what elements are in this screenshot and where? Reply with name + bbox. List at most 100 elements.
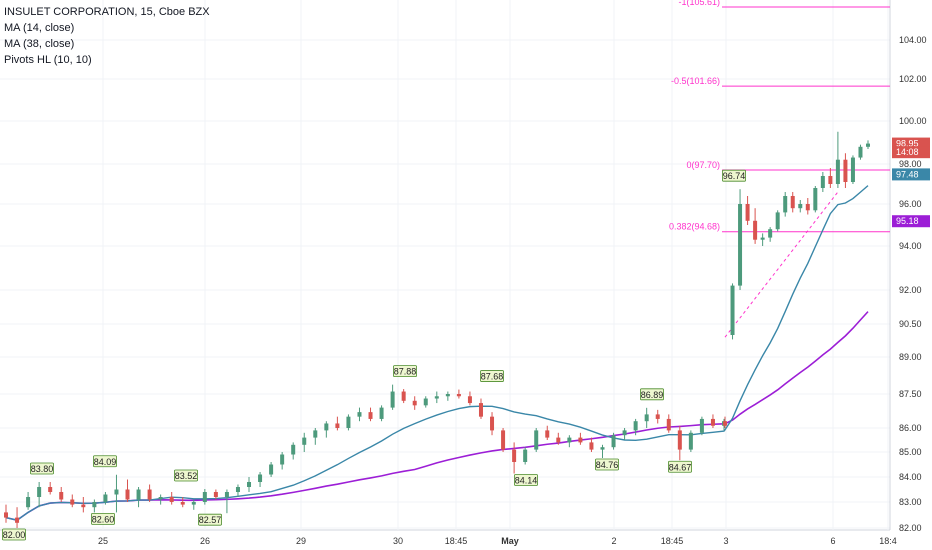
candle-body <box>534 430 539 450</box>
candle-body <box>224 492 229 497</box>
legend-title[interactable]: INSULET CORPORATION, 15, Cboe BZX <box>4 6 210 18</box>
y-tick-label: 87.50 <box>899 389 922 399</box>
candle-body <box>677 430 682 450</box>
candle-body <box>611 435 616 448</box>
pivot-label: 83.80 <box>31 464 54 474</box>
candle-body <box>103 494 108 502</box>
candle-body <box>456 394 461 397</box>
y-tick-label: 96.00 <box>899 199 922 209</box>
x-tick-label: 18:45 <box>445 536 468 546</box>
candle-body <box>813 188 818 211</box>
pivot-label-box <box>595 458 619 471</box>
pivot-label-box <box>198 513 222 526</box>
pivot-label: 96.74 <box>723 171 746 181</box>
candle-body <box>545 430 550 438</box>
candle-body <box>850 157 855 182</box>
y-tick-label: 90.50 <box>899 319 922 329</box>
candle-body <box>760 237 765 240</box>
y-tick-label: 100.00 <box>899 116 927 126</box>
candle-body <box>434 396 439 399</box>
x-tick-label: 3 <box>723 536 728 546</box>
y-tick-label: 89.00 <box>899 352 922 362</box>
pivot-label: 84.14 <box>515 476 538 486</box>
candle-body <box>235 487 240 492</box>
fib-label: -0.5(101.66) <box>671 76 720 86</box>
y-tick-label: 92.00 <box>899 285 922 295</box>
candle-body <box>753 220 758 240</box>
candle-body <box>501 430 506 450</box>
pivot-label-box <box>30 462 54 475</box>
pivot-label-box <box>514 474 538 486</box>
candle-body <box>213 492 218 497</box>
pivot-label: 84.76 <box>596 460 619 470</box>
candle-body <box>633 421 638 431</box>
pivot-label: 84.67 <box>669 462 692 472</box>
candle-body <box>556 437 561 443</box>
x-tick-label: 6 <box>830 536 835 546</box>
candle-body <box>858 146 863 158</box>
candle-body <box>291 444 296 455</box>
candle-body <box>379 407 384 419</box>
fib-label: 0.382(94.68) <box>669 222 720 232</box>
candle-body <box>790 196 795 209</box>
price-tag <box>892 168 930 181</box>
candle-body <box>136 489 141 500</box>
candle-body <box>324 423 329 431</box>
pivot-label-box <box>480 370 504 382</box>
legend-pivots[interactable]: Pivots HL (10, 10) <box>4 54 92 66</box>
x-tick-label: 2 <box>611 536 616 546</box>
x-tick-label: 25 <box>98 536 108 546</box>
candle-body <box>125 489 130 500</box>
candle-body <box>346 416 351 428</box>
pivot-label: 82.60 <box>92 514 115 524</box>
y-tick-label: 94.00 <box>899 241 922 251</box>
candle-body <box>59 492 64 500</box>
candle-body <box>723 421 727 426</box>
candle-body <box>655 414 660 419</box>
candle-body <box>666 418 671 431</box>
candle-body <box>866 143 870 147</box>
y-tick-label: 98.00 <box>899 159 922 169</box>
pivot-label-box <box>640 388 664 401</box>
candle-body <box>589 442 594 450</box>
candle-body <box>644 414 649 422</box>
candle-body <box>783 196 788 213</box>
candle-body <box>798 204 803 209</box>
candle-body <box>335 423 340 428</box>
candle-body <box>92 502 97 508</box>
candle-body <box>4 512 8 518</box>
price-tag <box>892 215 930 228</box>
candle-body <box>390 391 395 408</box>
pivot-label: 84.09 <box>94 457 117 467</box>
candle-body <box>313 430 318 438</box>
candle-body <box>401 391 406 401</box>
y-tick-label: 83.00 <box>899 497 922 507</box>
candle-body <box>81 504 86 508</box>
legend-ma38[interactable]: MA (38, close) <box>4 38 75 50</box>
candle-body <box>280 454 285 465</box>
price-tag-label: 95.18 <box>896 216 919 226</box>
legend-ma14[interactable]: MA (14, close) <box>4 22 75 34</box>
y-tick-label: 84.00 <box>899 472 922 482</box>
candle-body <box>688 432 693 450</box>
pivot-label: 82.00 <box>3 530 26 540</box>
x-tick-label: May <box>501 536 519 546</box>
price-tag-label: 98.95 <box>896 139 919 149</box>
pivot-label: 87.88 <box>394 367 417 377</box>
candle-body <box>467 396 472 404</box>
pivot-label-box <box>93 455 117 468</box>
pivot-label: 86.89 <box>641 390 664 400</box>
pivot-label-box <box>91 513 115 525</box>
pivot-label: 87.68 <box>481 372 504 382</box>
candle-body <box>15 517 20 523</box>
candle-body <box>368 412 373 419</box>
pivot-label-box <box>2 528 26 541</box>
candle-body <box>412 400 417 406</box>
candle-body <box>622 430 627 436</box>
price-tag-label: 14:08 <box>896 147 919 157</box>
fib-label: 0(97.70) <box>686 160 720 170</box>
candle-body <box>843 159 848 182</box>
candle-body <box>147 489 152 500</box>
fib-label: -1(105.61) <box>678 0 720 7</box>
